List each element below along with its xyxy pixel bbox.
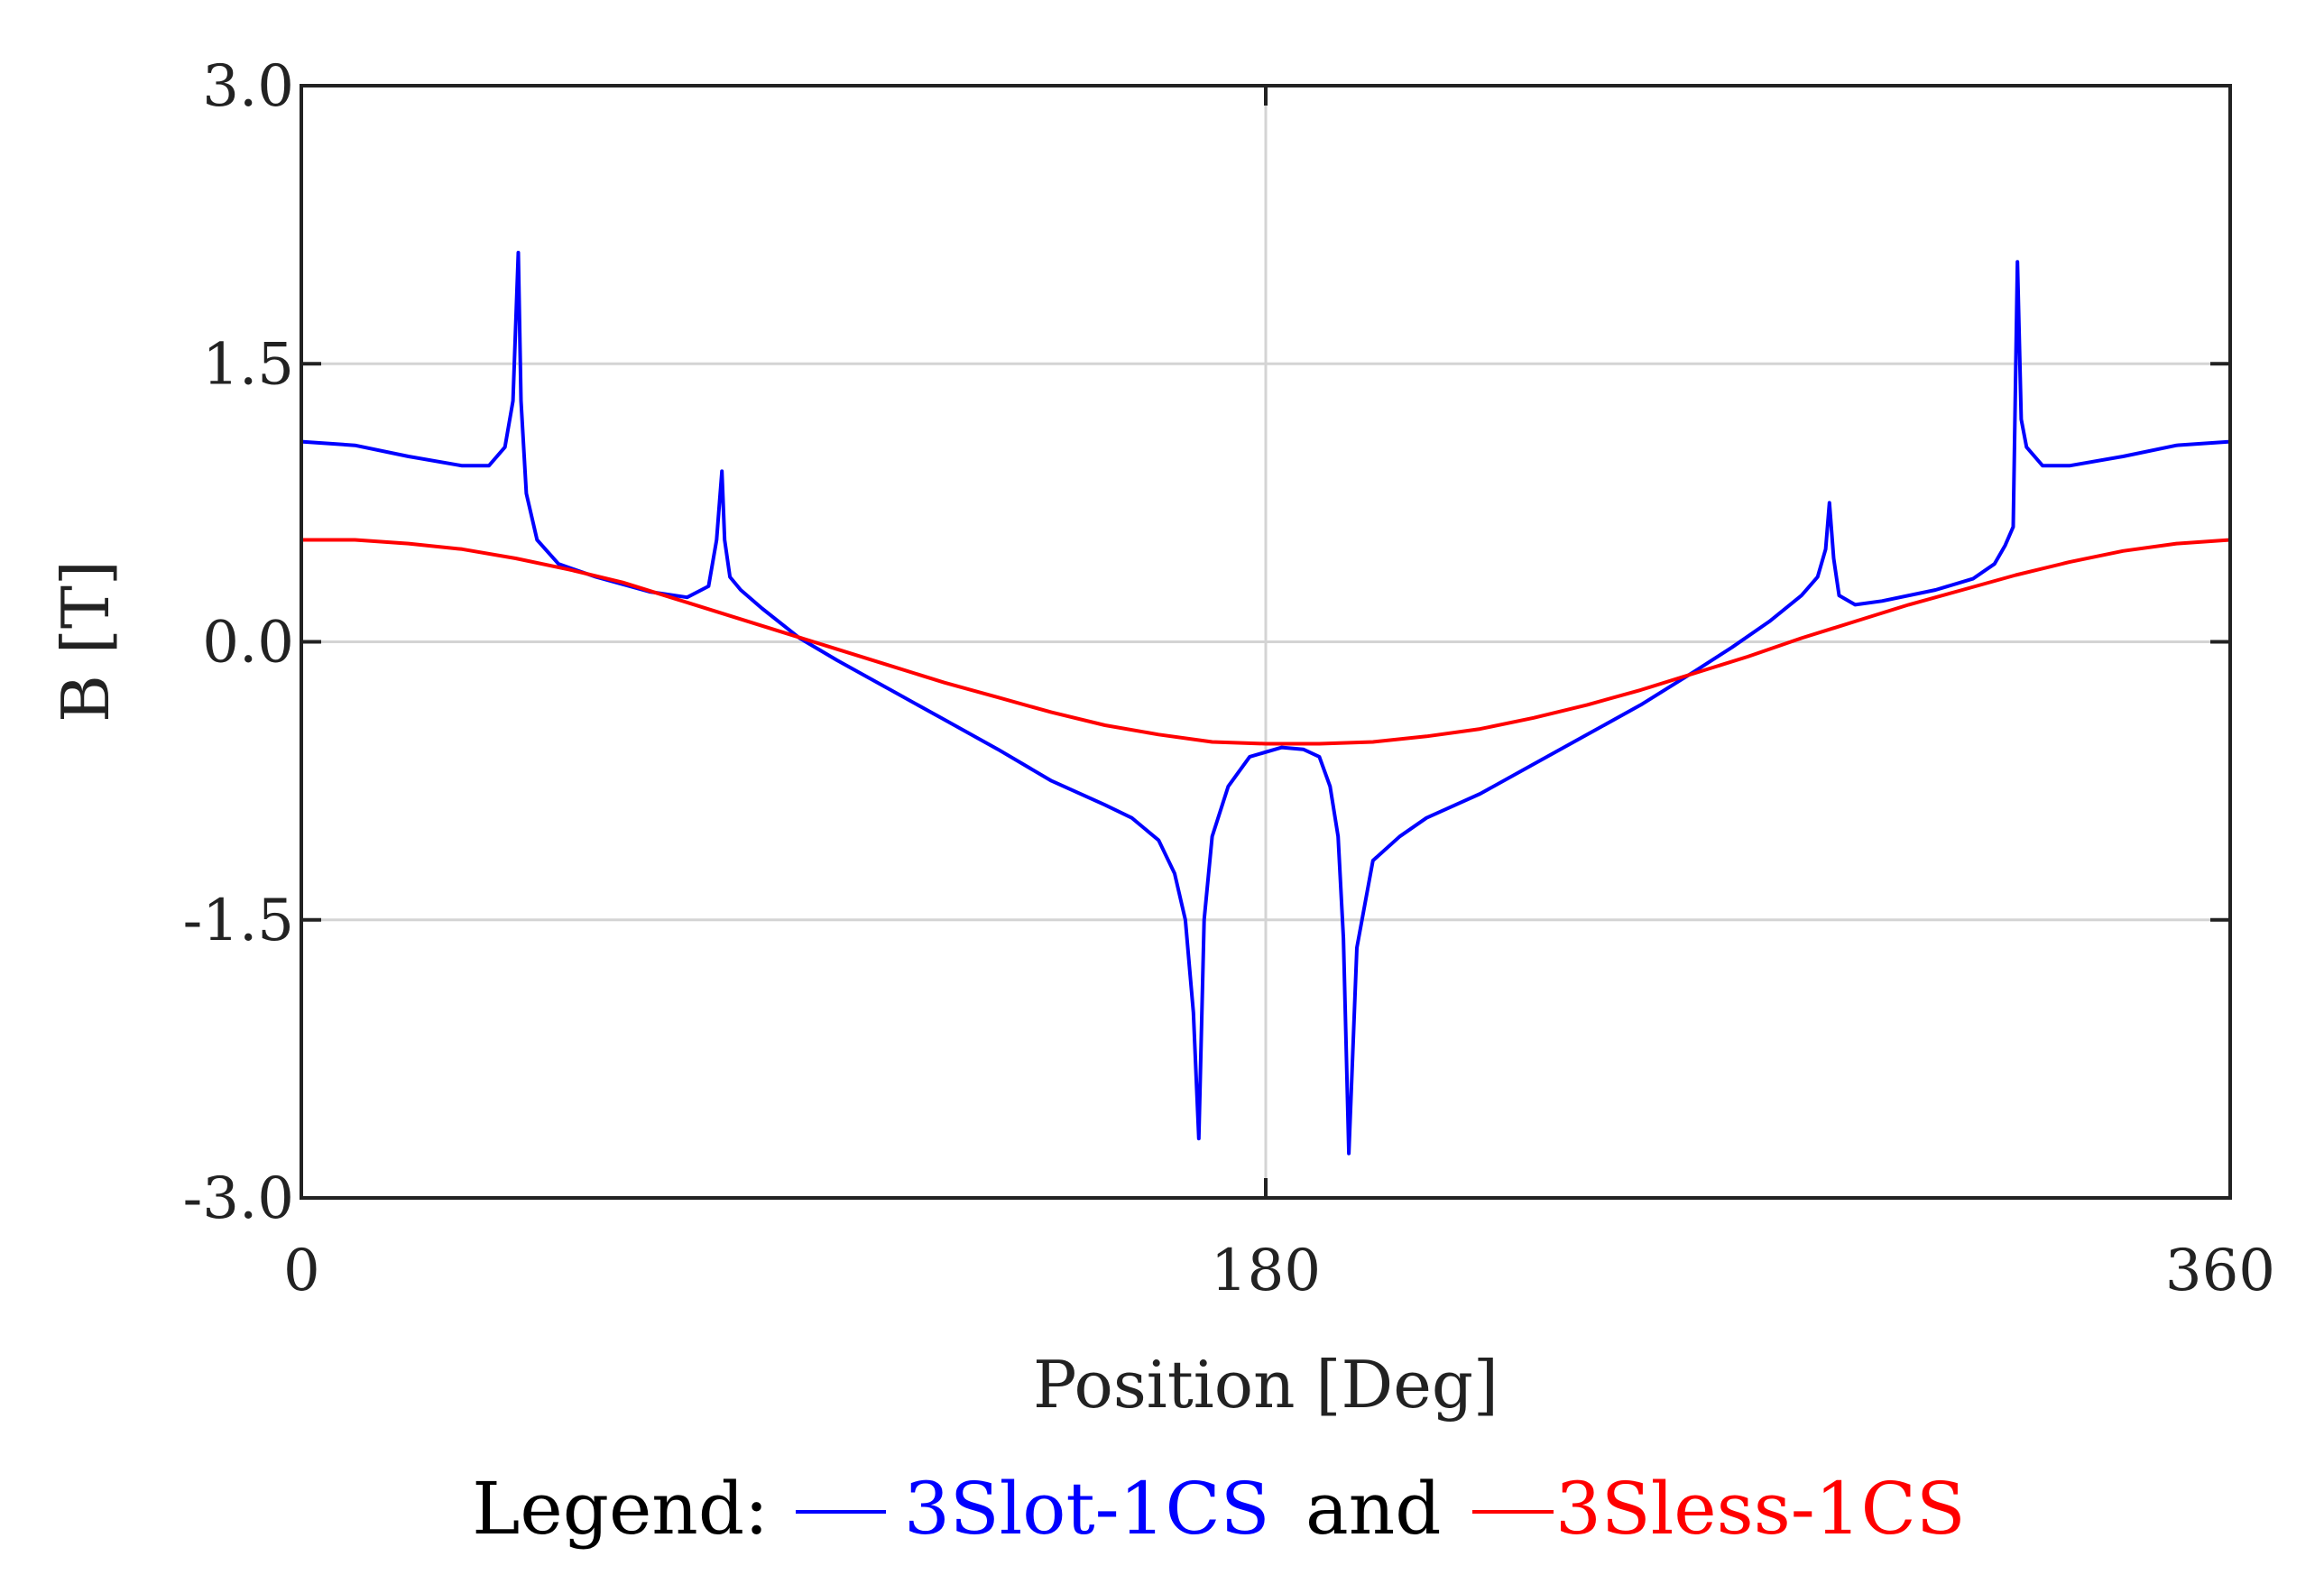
series-layer xyxy=(300,251,2232,1156)
x-tick-label: 180 xyxy=(1211,1238,1321,1304)
ticks xyxy=(300,84,2232,1200)
y-axis-label: B [T] xyxy=(48,560,124,723)
y-tick-label: 1.5 xyxy=(202,331,294,398)
y-tick-label: 3.0 xyxy=(202,53,294,120)
x-tick-labels: 0 180 360 xyxy=(283,1238,2275,1304)
legend-label-3slot: 3Slot-1CS xyxy=(904,1467,1270,1551)
legend-prefix: Legend: xyxy=(472,1467,769,1551)
y-tick-labels: 3.0 1.5 0.0 -1.5 -3.0 xyxy=(183,53,294,1232)
x-tick-label: 0 xyxy=(283,1238,320,1304)
grid xyxy=(300,84,2232,1200)
x-axis-label: Position [Deg] xyxy=(1033,1347,1499,1423)
legend-label-3sless: 3Sless-1CS xyxy=(1555,1467,1966,1551)
y-tick-label: -1.5 xyxy=(183,888,294,954)
legend: Legend: 3Slot-1CS and 3Sless-1CS xyxy=(472,1467,1965,1551)
legend-joiner: and xyxy=(1305,1467,1441,1551)
x-tick-label: 360 xyxy=(2165,1238,2275,1304)
y-tick-label: -3.0 xyxy=(183,1165,294,1232)
series-line-3sless-1cs xyxy=(300,538,2232,746)
y-tick-label: 0.0 xyxy=(202,610,294,677)
